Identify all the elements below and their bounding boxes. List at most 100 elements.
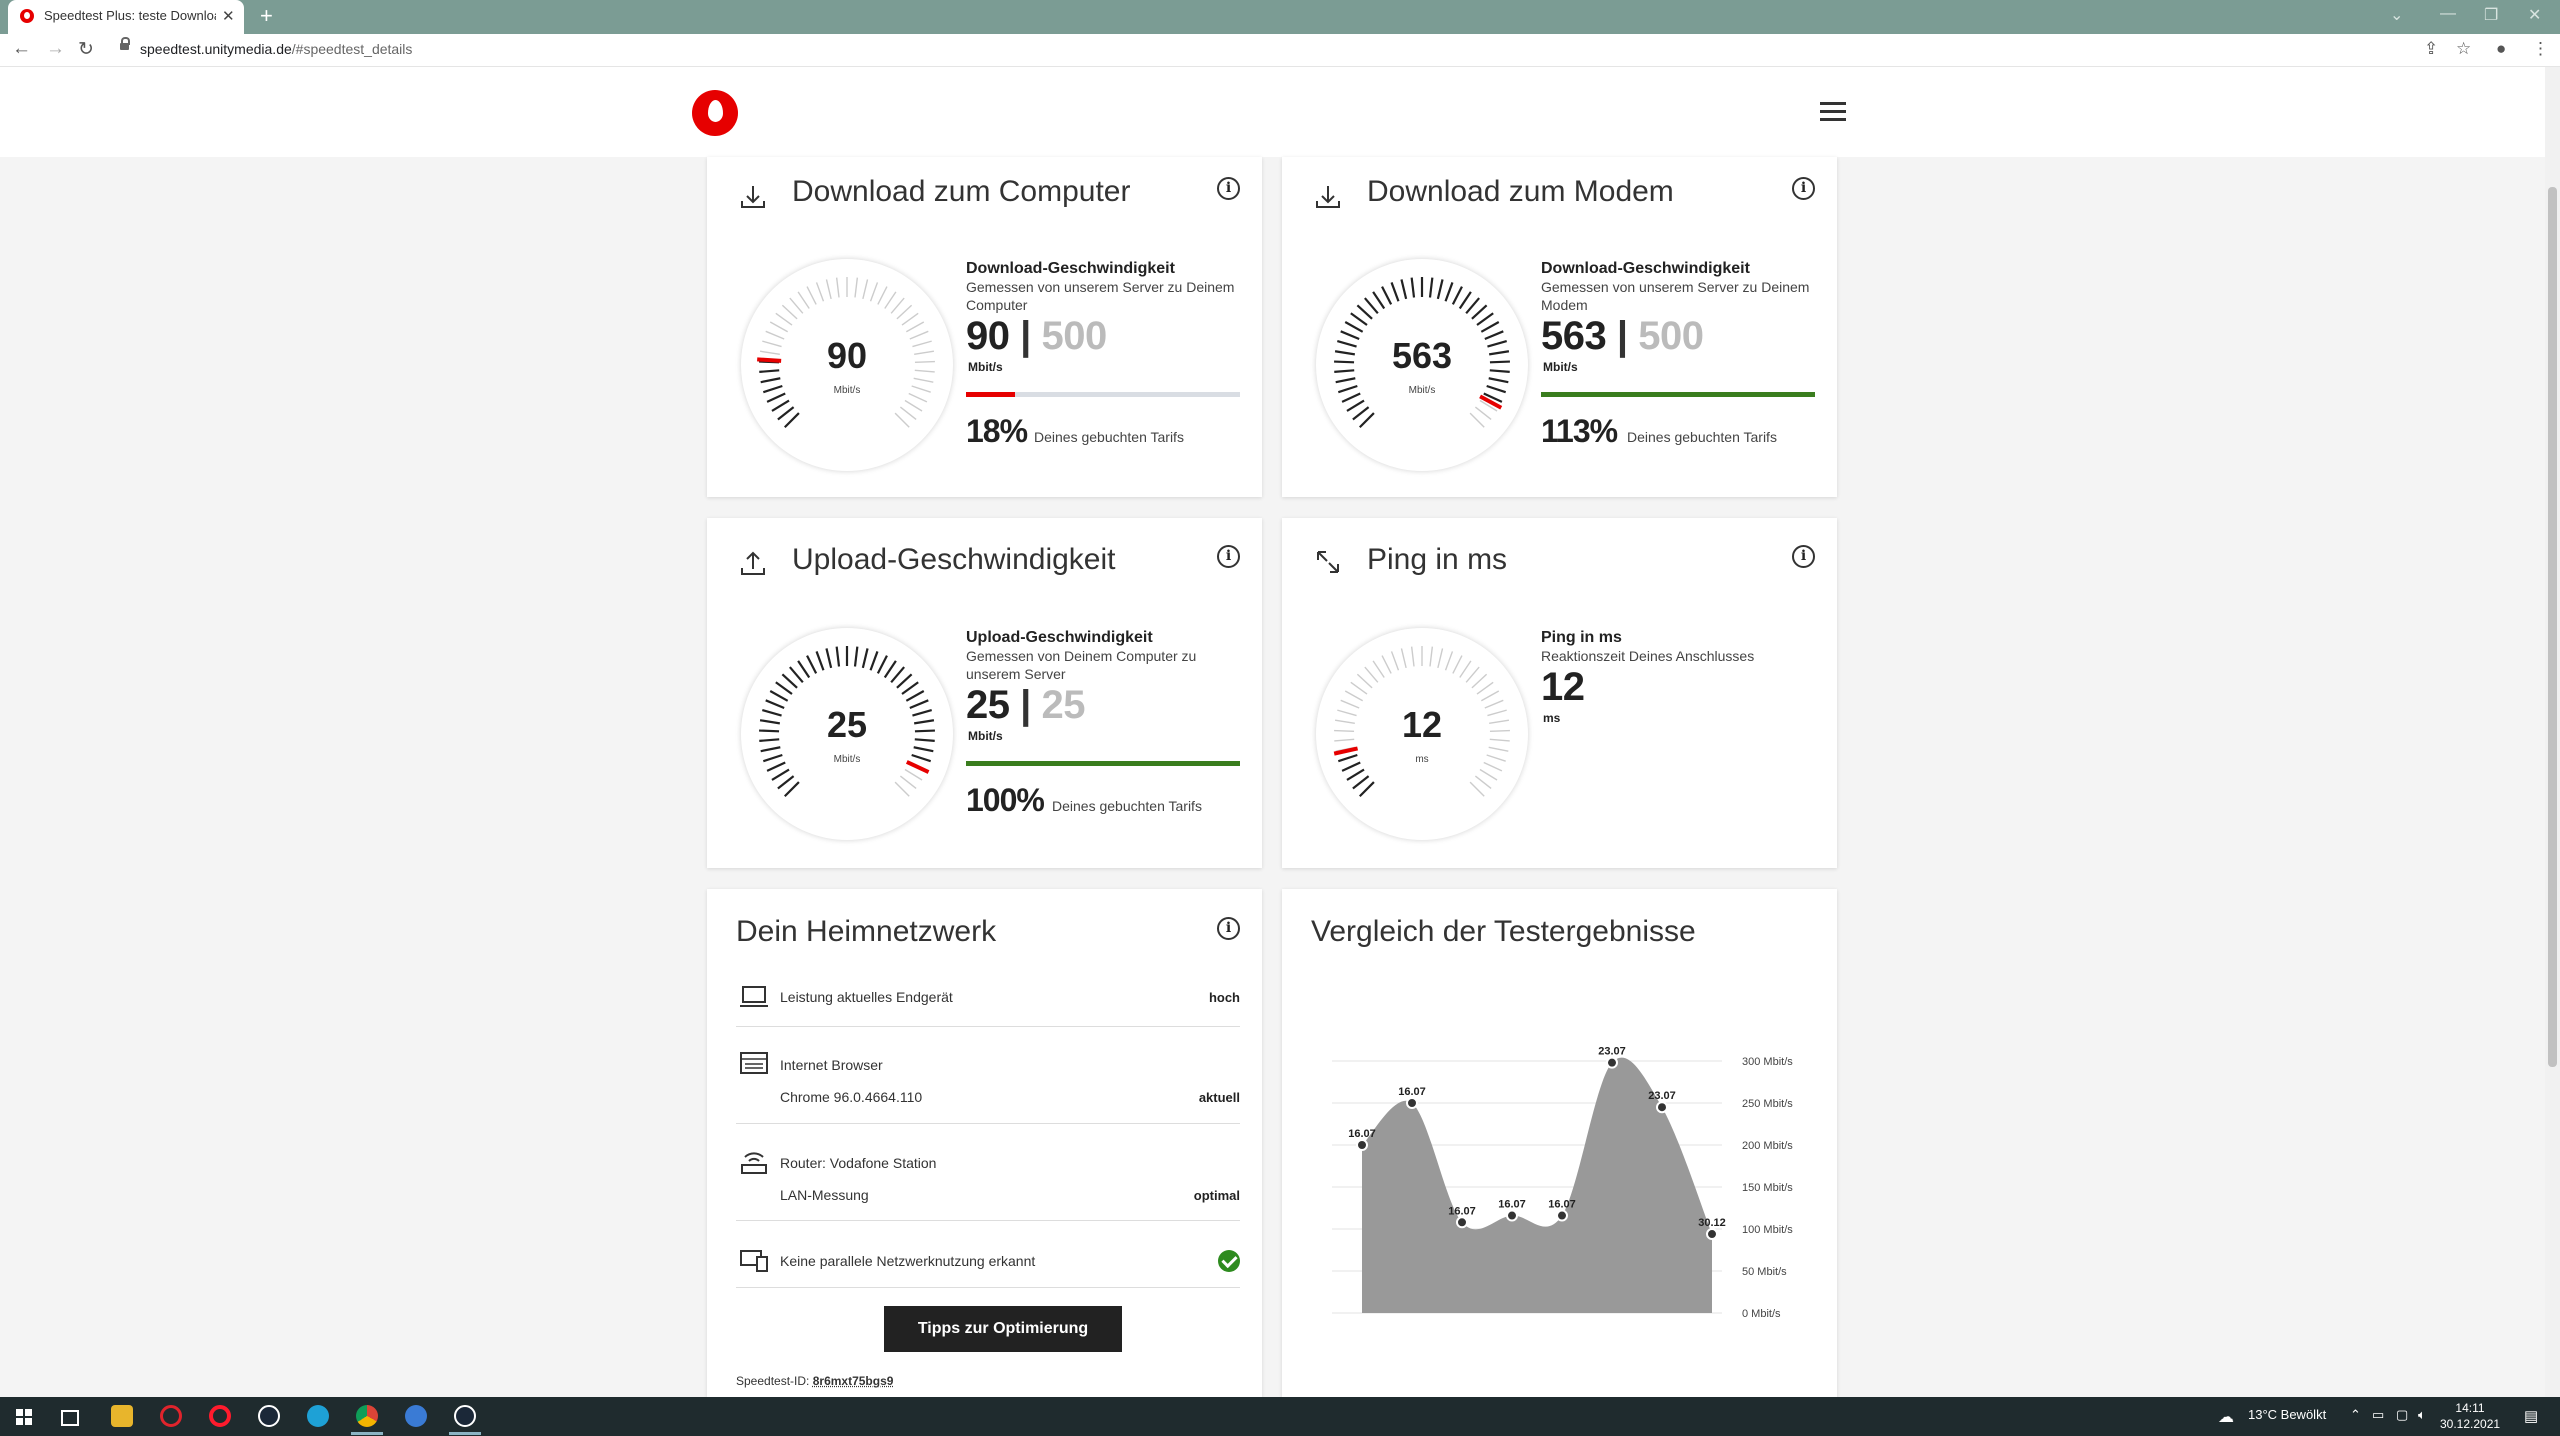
- gauge-download-modem: 563 Mbit/s: [1316, 259, 1528, 471]
- new-tab-button[interactable]: +: [260, 3, 273, 28]
- percent-label: Deines gebuchten Tarifs: [1627, 429, 1777, 445]
- metric-value: 25 | 25: [966, 683, 1085, 727]
- steam-active-indicator: [449, 1432, 481, 1435]
- devices-icon: [740, 1250, 768, 1272]
- network-row-detail: LAN-Messung: [780, 1187, 869, 1203]
- weather-text[interactable]: 13°C Bewölkt: [2248, 1407, 2327, 1422]
- site-header: [0, 67, 2545, 158]
- area-series: [1362, 1057, 1712, 1313]
- progress-bar-fill: [966, 392, 1016, 397]
- download-icon: [741, 186, 765, 208]
- chrome-icon[interactable]: [356, 1405, 378, 1427]
- info-icon[interactable]: i: [1217, 545, 1240, 568]
- progress-bar: [1541, 392, 1815, 397]
- divider: [736, 1123, 1240, 1124]
- forward-icon[interactable]: →: [46, 38, 65, 59]
- gauge-ping: 12 ms: [1316, 628, 1528, 840]
- file-explorer-icon[interactable]: [111, 1405, 133, 1427]
- gauge-value: 90: [826, 335, 868, 376]
- browser-menu-icon[interactable]: ⋮: [2532, 39, 2549, 58]
- y-tick-label: 100 Mbit/s: [1742, 1224, 1793, 1236]
- task-view-icon[interactable]: [61, 1410, 79, 1426]
- restore-button[interactable]: ❐: [2484, 7, 2499, 24]
- laptop-icon: [740, 986, 768, 1007]
- card-title: Vergleich der Testergebnisse: [1311, 915, 1696, 948]
- notification-icon[interactable]: ▤: [2524, 1408, 2539, 1425]
- edge-icon[interactable]: [307, 1405, 329, 1427]
- gauge-value: 25: [826, 704, 868, 745]
- windows-taskbar: ☁ 13°C Bewölkt ⌃ ▭ ▢ 🔈︎ 14:11 30.12.2021 …: [0, 1397, 2560, 1436]
- data-point: [1606, 1056, 1618, 1069]
- app-icon[interactable]: [405, 1405, 427, 1427]
- y-tick-label: 150 Mbit/s: [1742, 1182, 1793, 1194]
- network-row-status: optimal: [1193, 1188, 1240, 1203]
- network-row-status: aktuell: [1198, 1090, 1240, 1105]
- metric-unit: ms: [1543, 711, 1561, 725]
- gauge-value: 563: [1391, 335, 1453, 376]
- metric-subtitle: Gemessen von unserem Server zu Deinem Co…: [966, 279, 1235, 313]
- clock[interactable]: 14:11 30.12.2021: [2440, 1400, 2500, 1432]
- info-icon[interactable]: i: [1792, 177, 1815, 200]
- card-title: Upload-Geschwindigkeit: [792, 543, 1116, 576]
- browser-tab[interactable]: Speedtest Plus: teste Download ✕: [8, 0, 244, 34]
- tab-strip: Speedtest Plus: teste Download ✕ + ⌄ — ❐…: [0, 0, 2560, 34]
- data-label: 16.07: [1448, 1205, 1476, 1217]
- data-point: [1356, 1139, 1368, 1151]
- vodafone-favicon-icon: [20, 9, 34, 23]
- data-label: 16.07: [1398, 1086, 1426, 1098]
- address-bar[interactable]: speedtest.unitymedia.de/#speedtest_detai…: [140, 41, 413, 57]
- data-label: 23.07: [1648, 1090, 1676, 1102]
- profile-icon[interactable]: ●: [2496, 39, 2507, 58]
- scrollbar[interactable]: [2545, 67, 2560, 1397]
- metric-unit: Mbit/s: [1543, 360, 1578, 374]
- scrollbar-thumb[interactable]: [2548, 187, 2557, 1067]
- metric-heading: Download-Geschwindigkeit: [966, 260, 1175, 277]
- close-window-button[interactable]: ✕: [2528, 7, 2542, 24]
- percent-value: 113%: [1541, 413, 1618, 449]
- monitor-tray-icon[interactable]: ▢: [2396, 1407, 2409, 1422]
- windows-start-icon[interactable]: [16, 1409, 32, 1425]
- network-tray-icon[interactable]: ▭: [2372, 1407, 2385, 1422]
- data-point: [1506, 1209, 1518, 1222]
- vodafone-logo-icon[interactable]: [692, 90, 738, 136]
- tab-close-icon[interactable]: ✕: [222, 8, 235, 25]
- weather-cloud-icon[interactable]: ☁: [2218, 1409, 2234, 1426]
- back-icon[interactable]: ←: [12, 38, 31, 59]
- share-icon[interactable]: ⇪: [2424, 39, 2439, 58]
- speedtest-id-value[interactable]: 8r6mxt75bgs9: [812, 1374, 894, 1388]
- data-label: 16.07: [1548, 1199, 1576, 1211]
- volume-icon[interactable]: 🔈︎: [2418, 1407, 2426, 1422]
- info-icon[interactable]: i: [1217, 917, 1240, 940]
- card-upload: Upload-Geschwindigkeit i 25 Mbit/s Uploa…: [707, 518, 1262, 868]
- hamburger-menu-icon[interactable]: [1820, 102, 1846, 122]
- clock-date: 30.12.2021: [2440, 1417, 2501, 1431]
- info-icon[interactable]: i: [1792, 545, 1815, 568]
- data-point: [1406, 1097, 1418, 1109]
- card-title: Dein Heimnetzwerk: [736, 915, 997, 948]
- bookmark-star-icon[interactable]: ☆: [2456, 39, 2472, 58]
- checkmark-icon: [1218, 1250, 1240, 1272]
- steam-icon[interactable]: [454, 1405, 476, 1427]
- info-icon[interactable]: i: [1217, 177, 1240, 200]
- tray-chevron-icon[interactable]: ⌃: [2350, 1407, 2361, 1422]
- opera-icon[interactable]: [209, 1405, 231, 1427]
- metric-heading: Download-Geschwindigkeit: [1541, 260, 1750, 277]
- y-tick-label: 300 Mbit/s: [1742, 1056, 1793, 1068]
- progress-bar-fill: [966, 761, 1240, 766]
- metric-unit: Mbit/s: [968, 729, 1003, 743]
- browser-toolbar: ← → ↻ speedtest.unitymedia.de/#speedtest…: [0, 34, 2560, 67]
- metric-heading: Upload-Geschwindigkeit: [966, 629, 1153, 646]
- opera-gx-icon[interactable]: [160, 1405, 182, 1427]
- gauge-unit: Mbit/s: [833, 385, 861, 396]
- tab-search-icon[interactable]: ⌄: [2390, 7, 2404, 24]
- minimize-button[interactable]: —: [2440, 5, 2456, 22]
- gauge-unit: Mbit/s: [833, 754, 861, 765]
- gauge-ticks: [1334, 277, 1510, 429]
- gauge-upload: 25 Mbit/s: [741, 628, 953, 840]
- tips-optimization-button[interactable]: Tipps zur Optimierung: [884, 1306, 1122, 1352]
- card-title: Ping in ms: [1367, 543, 1508, 576]
- tab-title: Speedtest Plus: teste Download: [44, 8, 216, 23]
- steam-icon[interactable]: [258, 1405, 280, 1427]
- lock-icon[interactable]: [120, 37, 130, 50]
- reload-icon[interactable]: ↻: [78, 39, 94, 60]
